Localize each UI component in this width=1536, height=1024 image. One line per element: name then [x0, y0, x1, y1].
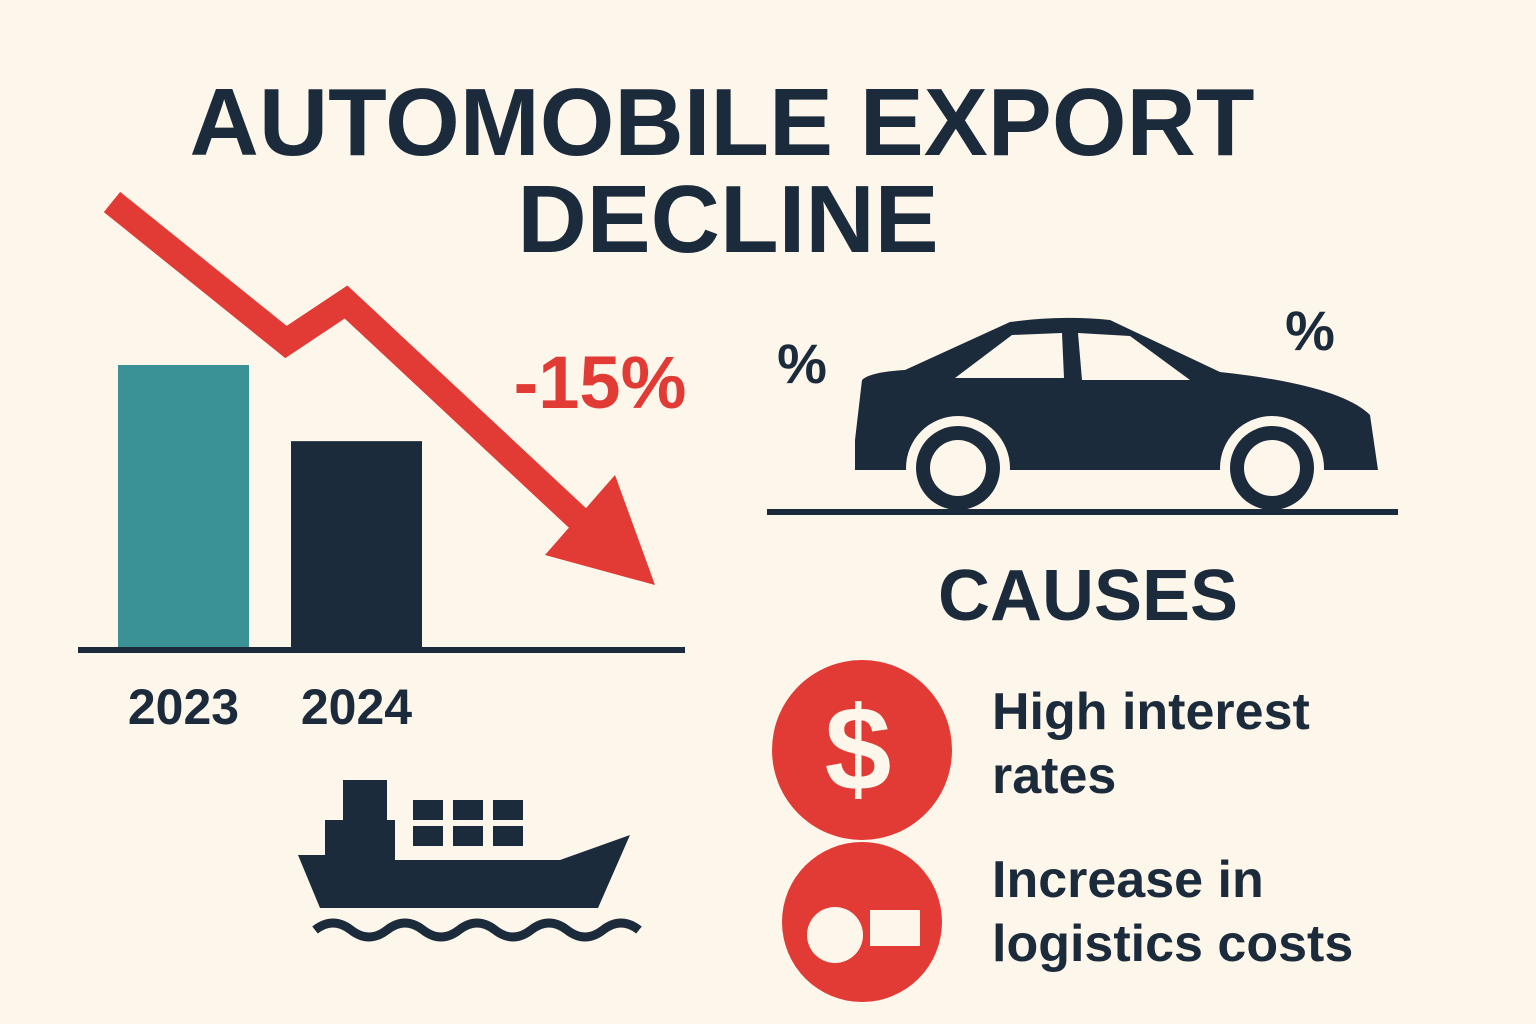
x-tick-label: 2023 — [128, 679, 239, 735]
coin-glyph — [807, 907, 863, 963]
title-line: AUTOMOBILE EXPORT — [190, 69, 1255, 176]
bar — [291, 441, 422, 647]
causes-heading: CAUSES — [938, 556, 1238, 636]
cause-text: Increase in logistics costs — [992, 851, 1354, 973]
trend-arrow — [103, 191, 594, 535]
arrow-head — [545, 475, 655, 585]
change-label: -15% — [514, 341, 687, 424]
ship-icon — [298, 780, 642, 942]
cause-icon — [772, 660, 952, 840]
x-tick-label: 2024 — [301, 679, 412, 735]
dollar-glyph: $ — [825, 682, 892, 816]
title-line: DECLINE — [517, 166, 938, 273]
bar-chart: 2023 2024 — [78, 365, 685, 735]
box-glyph — [870, 910, 920, 946]
cause-text: High interest rates — [992, 683, 1310, 805]
cause-icon — [782, 842, 942, 1002]
percent-sign: % — [1285, 299, 1335, 362]
bar — [118, 365, 249, 647]
percent-sign: % — [777, 332, 827, 395]
car-icon — [767, 317, 1398, 520]
